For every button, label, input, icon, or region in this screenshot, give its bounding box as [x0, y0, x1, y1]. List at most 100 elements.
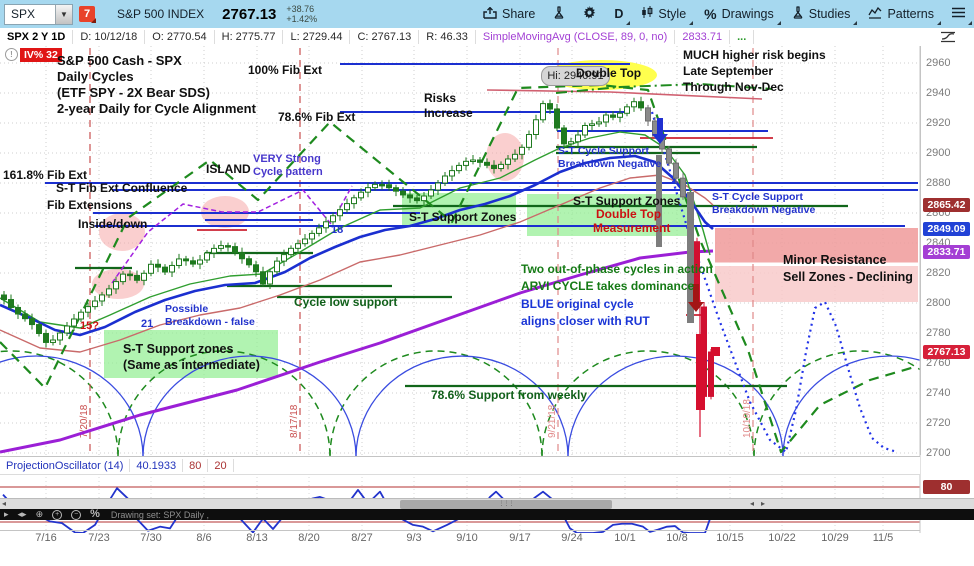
price-badge: 2767.13 — [923, 345, 970, 359]
share-button[interactable]: Share — [474, 0, 544, 28]
style-button[interactable]: Style — [632, 0, 695, 28]
time-axis-label: 10/8 — [666, 532, 688, 544]
info-icon[interactable]: ! — [5, 48, 18, 61]
price-axis-label: 2880 — [926, 177, 951, 189]
symbol-input[interactable]: SPX ▼ — [4, 3, 73, 25]
range-value: R: 46.33 — [419, 30, 476, 44]
annotation: Cycle pattern — [253, 166, 323, 178]
annotation: Daily Cycles — [57, 69, 134, 84]
flask-icon — [553, 6, 565, 22]
patterns-button[interactable]: Patterns — [859, 0, 943, 28]
symbol-description: S&P 500 INDEX — [117, 7, 205, 21]
annotation: (ETF SPY - 2X Bear SDS) — [57, 85, 210, 100]
high-value: H: 2775.77 — [215, 30, 284, 44]
annotation: 15? — [80, 320, 99, 332]
time-axis[interactable]: 7/16 7/23 7/30 8/6 8/13 8/20 8/27 9/3 9/10 9/17 9/… — [0, 530, 920, 544]
timeframe-button[interactable]: D — [605, 0, 632, 28]
oscillator-value: 40.1933 — [130, 459, 184, 472]
price-axis-label: 2720 — [926, 417, 951, 429]
annotation: Increase — [424, 106, 473, 120]
annotation: S-T Support Zones — [573, 194, 681, 208]
change-value: +38.76 — [286, 4, 315, 14]
alert-count-badge[interactable]: 7 — [79, 6, 96, 23]
pattern-chart-icon — [868, 6, 882, 22]
drawings-button[interactable]: % Drawings — [695, 0, 783, 28]
annotation: 21 — [141, 318, 154, 330]
time-axis-label: 10/29 — [821, 532, 849, 544]
time-axis-label: 7/30 — [140, 532, 162, 544]
annotation: aligns closer with RUT — [521, 314, 650, 328]
time-axis-label: 10/15 — [716, 532, 744, 544]
price-axis-label: 2960 — [926, 57, 951, 69]
annotation: Double Top — [596, 207, 662, 221]
price-axis-label: 2740 — [926, 387, 951, 399]
oscillator-badge: 80 — [923, 480, 970, 494]
flask-icon — [792, 6, 804, 22]
annotation: ARVI CYCLE takes dominance — [521, 279, 695, 293]
onDemand-button[interactable] — [544, 0, 574, 28]
ohlc-databar: SPX 2 Y 1D D: 10/12/18 O: 2770.54 H: 277… — [0, 28, 974, 47]
annotation: Risks — [424, 91, 457, 105]
annotation: Measurement — [593, 221, 671, 235]
hamburger-menu-icon — [952, 7, 965, 21]
percent-zoom-icon[interactable]: % — [90, 508, 100, 520]
annotation: Possible — [165, 303, 209, 315]
annotation: ISLAND — [206, 162, 251, 176]
annotation: VERY Strong — [253, 153, 321, 165]
share-icon — [483, 6, 497, 22]
annotation: Through Nov-Dec — [683, 80, 784, 94]
iv-percent-badge: IV% 32 — [20, 48, 62, 62]
annotation: S-T Support zones — [123, 342, 234, 356]
scroll-left-icon[interactable]: ◂ — [2, 499, 7, 508]
chart-scrollbar[interactable]: ◂ ◂ ▸ — [0, 498, 974, 510]
price-change: +38.76 +1.42% — [286, 4, 317, 24]
time-axis-label: 11/5 — [872, 532, 894, 544]
pan-arrows-icon[interactable]: ◂▸ — [17, 509, 27, 519]
study-label[interactable]: SimpleMovingAvg (CLOSE, 89, 0, no) — [476, 30, 676, 44]
annotation: MUCH higher risk begins — [683, 48, 826, 62]
price-axis-label: 2900 — [926, 147, 951, 159]
studies-button[interactable]: Studies — [783, 0, 860, 28]
annotation: Inside/down — [78, 217, 148, 231]
price-badge: 2849.09 — [923, 222, 970, 236]
time-axis-label: 8/20 — [298, 532, 320, 544]
svg-text:8/17/18: 8/17/18 — [289, 404, 300, 438]
symbol-value[interactable]: SPX — [11, 7, 36, 21]
expand-icon[interactable]: ▸ — [4, 509, 9, 519]
chart-bottom-bar: ▸ ◂▸ ⊕ + − % Drawing set: SPX Daily , — [0, 509, 974, 520]
symbol-dropdown-button[interactable]: ▼ — [55, 4, 72, 24]
annotation: 100% Fib Ext — [248, 63, 323, 77]
annotation: Late September — [683, 64, 774, 78]
annotation: 2-year Daily for Cycle Alignment — [57, 101, 256, 116]
date-value: D: 10/12/18 — [73, 30, 146, 44]
low-value: L: 2729.44 — [283, 30, 351, 44]
auto-scale-icon[interactable] — [940, 30, 956, 48]
settings-button[interactable] — [574, 0, 605, 28]
time-axis-label: 9/3 — [406, 532, 422, 544]
zoom-out-icon[interactable]: − — [71, 509, 82, 520]
drawing-set-label[interactable]: Drawing set: SPX Daily , — [110, 509, 209, 520]
study-value: 2833.71 — [675, 30, 731, 44]
scroll-step-left-icon[interactable]: ◂ — [750, 499, 755, 508]
annotation: (Same as intermediate) — [123, 358, 260, 372]
crosshair-icon[interactable]: ⊕ — [35, 509, 44, 519]
svg-text:9/21/18: 9/21/18 — [547, 404, 558, 438]
time-axis-label: 8/6 — [196, 532, 212, 544]
oscillator-name[interactable]: ProjectionOscillator (14) — [0, 459, 131, 472]
zoom-in-icon[interactable]: + — [52, 509, 63, 520]
annotation: 18 — [331, 224, 344, 236]
open-value: O: 2770.54 — [145, 30, 215, 44]
gear-icon — [583, 6, 596, 22]
oscillator-upper-level: 80 — [183, 459, 209, 472]
chart-canvas[interactable]: 7/20/18 8/17/18 9/21/18 10/19/18 2960 2940 29… — [0, 46, 974, 566]
scrollbar-thumb[interactable] — [400, 500, 612, 509]
menu-button[interactable] — [943, 0, 974, 28]
annotation: Two out-of-phase cycles in action — [521, 262, 713, 276]
time-axis-label: 10/1 — [614, 532, 636, 544]
price-axis[interactable]: 2960 2940 2920 2900 2880 2860 2840 2820 2800 2780… — [920, 46, 974, 518]
scroll-step-right-icon[interactable]: ▸ — [761, 499, 766, 508]
more-studies-ellipsis[interactable]: ... — [730, 30, 755, 44]
price-badge: 2833.71 — [923, 245, 970, 259]
price-axis-label: 2920 — [926, 117, 951, 129]
